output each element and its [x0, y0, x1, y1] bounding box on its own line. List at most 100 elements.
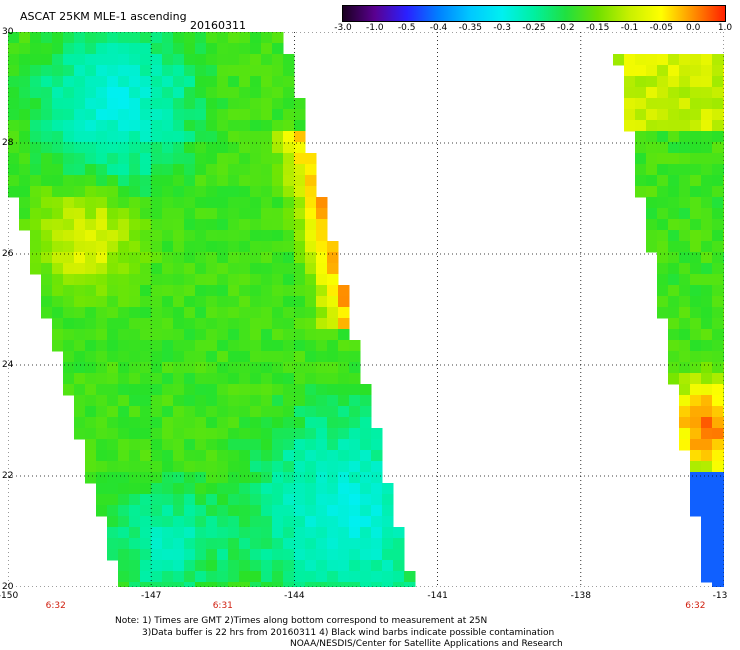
swath-cell — [118, 439, 130, 451]
swath-cell — [239, 65, 251, 77]
swath-cell — [52, 252, 64, 264]
swath-cell — [195, 230, 207, 242]
swath-cell — [8, 164, 20, 176]
swath-cell — [140, 428, 152, 440]
swath-cell — [349, 505, 361, 517]
swath-cell — [657, 76, 669, 88]
swath-cell — [272, 274, 284, 286]
swath-cell — [85, 439, 97, 451]
swath-cell — [723, 65, 724, 77]
swath-cell — [195, 538, 207, 550]
swath-cell — [118, 417, 130, 429]
swath-cell — [96, 362, 108, 374]
swath-cell — [261, 296, 273, 308]
swath-cell — [382, 582, 394, 587]
swath-cell — [690, 450, 702, 462]
swath-cell — [162, 142, 174, 154]
swath-cell — [228, 417, 240, 429]
swath-cell — [151, 450, 163, 462]
swath-cell — [140, 186, 152, 198]
swath-cell — [74, 197, 86, 209]
swath-cell — [8, 120, 20, 132]
swath-cell — [151, 285, 163, 297]
swath-cell — [712, 549, 724, 561]
swath-cell — [129, 109, 141, 121]
swath-cell — [184, 549, 196, 561]
swath-cell — [327, 362, 339, 374]
swath-cell — [261, 395, 273, 407]
swath-cell — [723, 175, 724, 187]
longitude-label: -147 — [140, 591, 162, 601]
swath-cell — [712, 571, 724, 583]
swath-cell — [338, 560, 350, 572]
swath-cell — [195, 373, 207, 385]
swath-cell — [228, 406, 240, 418]
swath-cell — [305, 252, 317, 264]
swath-cell — [371, 549, 383, 561]
swath-cell — [96, 131, 108, 143]
swath-cell — [261, 318, 273, 330]
swath-cell — [107, 98, 119, 110]
swath-cell — [206, 483, 218, 495]
swath-cell — [294, 208, 306, 220]
swath-cell — [371, 428, 383, 440]
swath-cell — [283, 65, 295, 77]
swath-cell — [107, 186, 119, 198]
swath-cell — [151, 186, 163, 198]
swath-cell — [690, 274, 702, 286]
swath-cell — [184, 285, 196, 297]
swath-cell — [283, 384, 295, 396]
swath-cell — [305, 285, 317, 297]
swath-cell — [30, 43, 42, 55]
swath-cell — [228, 131, 240, 143]
swath-cell — [96, 120, 108, 132]
swath-cell — [74, 373, 86, 385]
swath-cell — [657, 142, 669, 154]
swath-cell — [250, 494, 262, 506]
swath-cell — [690, 329, 702, 341]
swath-cell — [701, 109, 713, 121]
swath-cell — [96, 439, 108, 451]
swath-cell — [184, 252, 196, 264]
swath-cell — [723, 351, 724, 363]
swath-cell — [206, 131, 218, 143]
swath-cell — [723, 296, 724, 308]
swath-cell — [19, 32, 31, 44]
swath-cell — [701, 186, 713, 198]
swath-cell — [657, 98, 669, 110]
swath-cell — [85, 208, 97, 220]
swath-cell — [294, 395, 306, 407]
swath-cell — [96, 230, 108, 242]
swath-cell — [261, 43, 273, 55]
swath-cell — [206, 153, 218, 165]
swath-cell — [690, 351, 702, 363]
swath-cell — [668, 373, 680, 385]
swath-cell — [228, 263, 240, 275]
swath-cell — [151, 494, 163, 506]
swath-cell — [107, 428, 119, 440]
swath-cell — [107, 109, 119, 121]
swath-cell — [107, 373, 119, 385]
swath-cell — [140, 505, 152, 517]
swath-cell — [679, 197, 691, 209]
swath-cell — [19, 65, 31, 77]
swath-cell — [261, 153, 273, 165]
swath-cell — [360, 439, 372, 451]
swath-cell — [206, 164, 218, 176]
swath-cell — [173, 164, 185, 176]
swath-cell — [327, 428, 339, 440]
swath-cell — [41, 208, 53, 220]
swath-cell — [129, 516, 141, 528]
swath-cell — [118, 230, 130, 242]
swath-cell — [657, 307, 669, 319]
swath-cell — [305, 373, 317, 385]
swath-cell — [646, 65, 658, 77]
swath-cell — [305, 395, 317, 407]
swath-cell — [294, 384, 306, 396]
swath-cell — [151, 219, 163, 231]
colorbar-tick-label: -0.15 — [586, 23, 610, 33]
swath-cell — [19, 153, 31, 165]
swath-cell — [338, 450, 350, 462]
swath-cell — [701, 131, 713, 143]
swath-cell — [85, 98, 97, 110]
